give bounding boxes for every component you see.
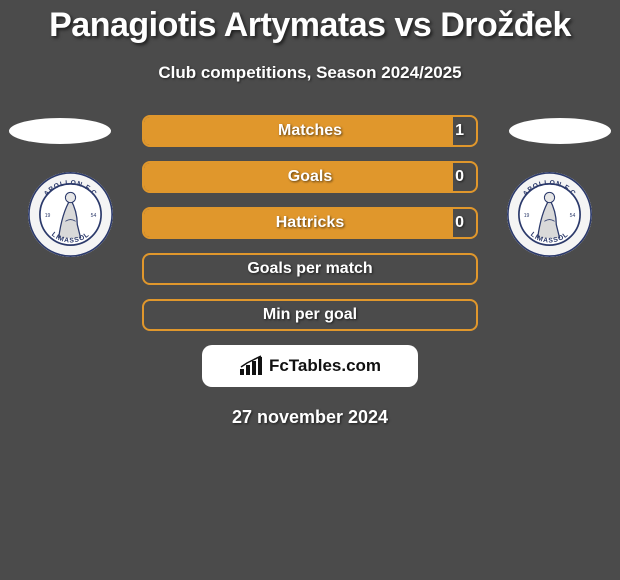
brand-box[interactable]: FcTables.com xyxy=(202,345,418,387)
stat-value: 1 xyxy=(455,117,464,145)
apollon-logo-icon: APOLLON F.C LIMASSOL 19 54 xyxy=(507,172,592,257)
stat-value: 0 xyxy=(455,209,464,237)
stat-label: Goals per match xyxy=(144,255,476,283)
stat-bar-goals: Goals 0 xyxy=(142,161,478,193)
stat-label: Goals xyxy=(144,163,476,191)
stat-label: Min per goal xyxy=(144,301,476,329)
right-club-logo: APOLLON F.C LIMASSOL 19 54 xyxy=(507,172,592,257)
date-text: 27 november 2024 xyxy=(0,407,620,428)
stat-label: Hattricks xyxy=(144,209,476,237)
stat-label: Matches xyxy=(144,117,476,145)
svg-text:19: 19 xyxy=(45,213,51,219)
stat-value: 0 xyxy=(455,163,464,191)
stat-bar-matches: Matches 1 xyxy=(142,115,478,147)
brand-text: FcTables.com xyxy=(269,356,381,376)
stat-bar-hattricks: Hattricks 0 xyxy=(142,207,478,239)
stat-bars: Matches 1 Goals 0 Hattricks 0 Goals per … xyxy=(142,115,478,331)
bar-chart-icon xyxy=(239,355,265,377)
apollon-logo-icon: APOLLON F.C LIMASSOL 19 54 xyxy=(28,172,113,257)
stat-bar-min-per-goal: Min per goal xyxy=(142,299,478,331)
body-area: APOLLON F.C LIMASSOL 19 54 APOLLON F.C L… xyxy=(0,115,620,428)
svg-text:19: 19 xyxy=(524,213,530,219)
stat-bar-goals-per-match: Goals per match xyxy=(142,253,478,285)
subtitle: Club competitions, Season 2024/2025 xyxy=(0,63,620,83)
left-club-logo: APOLLON F.C LIMASSOL 19 54 xyxy=(28,172,113,257)
left-player-ellipse xyxy=(9,118,111,144)
svg-text:54: 54 xyxy=(91,213,97,219)
svg-text:54: 54 xyxy=(570,213,576,219)
page-title: Panagiotis Artymatas vs Drožđek xyxy=(0,0,620,45)
right-player-ellipse xyxy=(509,118,611,144)
